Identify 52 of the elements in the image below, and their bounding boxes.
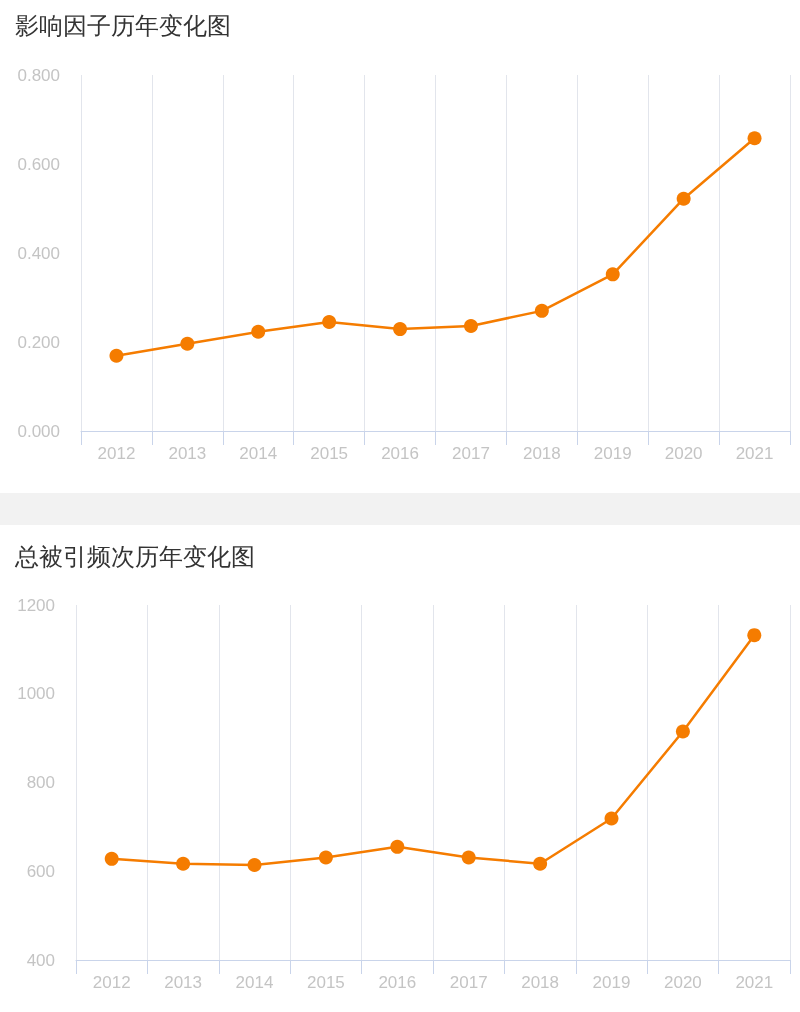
point xyxy=(104,851,119,866)
point xyxy=(747,131,762,146)
x-tick-label: 2017 xyxy=(449,973,488,992)
point xyxy=(747,628,762,643)
x-tick-label: 2021 xyxy=(735,973,774,992)
point xyxy=(180,336,195,351)
y-tick-label: 0.200 xyxy=(17,332,60,352)
x-tick-label: 2013 xyxy=(168,444,207,463)
x-tick-label: 2015 xyxy=(310,444,349,463)
y-tick-label: 0.600 xyxy=(17,154,60,174)
y-tick-label: 800 xyxy=(26,773,55,792)
point xyxy=(463,318,478,333)
point xyxy=(390,839,405,854)
x-tick-label: 2018 xyxy=(522,444,561,463)
x-tick-label: 2021 xyxy=(735,444,774,463)
y-tick-label: 400 xyxy=(26,950,55,970)
y-tick-label: 0.400 xyxy=(17,243,60,263)
chart-title: 总被引频次历年变化图 xyxy=(14,542,255,570)
x-tick-label: 2018 xyxy=(521,973,560,992)
x-tick-label: 2016 xyxy=(381,444,419,463)
point xyxy=(604,811,619,826)
point xyxy=(461,850,476,865)
x-tick-label: 2012 xyxy=(97,444,136,463)
point xyxy=(676,191,691,206)
point xyxy=(393,322,408,337)
x-tick-label: 2014 xyxy=(235,973,274,992)
x-tick-label: 2015 xyxy=(306,973,345,992)
point xyxy=(533,856,548,871)
y-tick-label: 600 xyxy=(26,861,55,881)
point xyxy=(176,856,191,871)
point xyxy=(605,267,620,282)
y-tick-label: 0.000 xyxy=(17,421,60,441)
x-tick-label: 2014 xyxy=(239,444,278,463)
y-tick-label: 0.800 xyxy=(17,65,60,85)
x-tick-label: 2020 xyxy=(664,444,703,463)
point xyxy=(675,724,690,739)
y-tick-label: 1200 xyxy=(17,595,55,615)
point xyxy=(247,858,262,873)
x-tick-label: 2017 xyxy=(452,444,490,463)
x-tick-label: 2012 xyxy=(92,973,131,992)
x-tick-label: 2016 xyxy=(378,973,417,992)
point xyxy=(322,314,337,329)
chart-title: 影响因子历年变化图 xyxy=(15,11,231,39)
point xyxy=(534,303,549,318)
y-tick-label: 1000 xyxy=(17,684,55,704)
x-tick-label: 2019 xyxy=(592,973,631,992)
point xyxy=(318,850,333,865)
x-tick-label: 2019 xyxy=(593,444,632,463)
point xyxy=(109,348,124,363)
x-tick-label: 2020 xyxy=(663,973,702,992)
point xyxy=(251,324,266,339)
x-tick-label: 2013 xyxy=(164,973,203,992)
